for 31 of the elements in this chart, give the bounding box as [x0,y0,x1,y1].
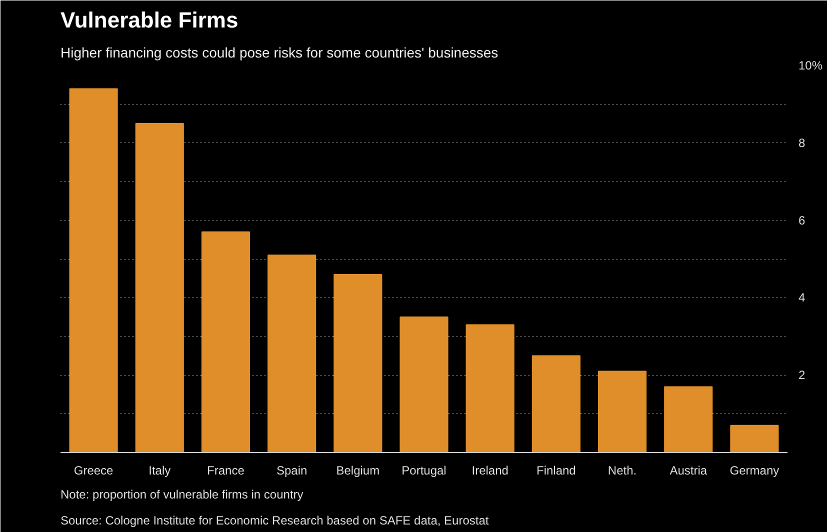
x-tick-label: Greece [74,464,114,478]
x-tick-label: Spain [276,464,308,478]
y-tick-label: 6 [798,213,806,228]
bar [598,370,647,452]
text: Note: proportion of vulnerable firms in country [60,488,304,502]
bar [466,324,514,452]
bar [69,88,118,452]
x-tick-label: France [207,464,245,478]
y-tick-label: 4 [798,290,806,305]
chart-subtitle: Higher financing costs could pose risks for some countries' businesses [60,44,498,60]
x-tick-label: Ireland [472,464,508,478]
bar [135,123,184,452]
bar [400,316,448,452]
y-tick-label: 8 [798,136,806,150]
bar [268,254,316,452]
y-tick-label: 2 [798,368,806,382]
x-tick-label: Germany [730,464,780,478]
x-tick-label: Austria [670,464,708,478]
x-tick-label: Finland [536,464,576,478]
bar [730,424,779,452]
bar [532,355,580,452]
y-tick-label: 10% [798,58,823,72]
x-tick-label: Neth. [608,464,637,478]
bar [201,231,250,452]
x-tick-label: Portugal [402,464,446,478]
x-tick-label: Belgium [336,464,380,478]
bar [334,274,382,452]
bar [664,386,713,452]
x-tick-label: Italy [148,464,171,478]
source-note: Source: Cologne Institute for Economic Research based on SAFE data, Eurostat [60,514,490,528]
chart-title: Vulnerable Firms [60,8,238,32]
